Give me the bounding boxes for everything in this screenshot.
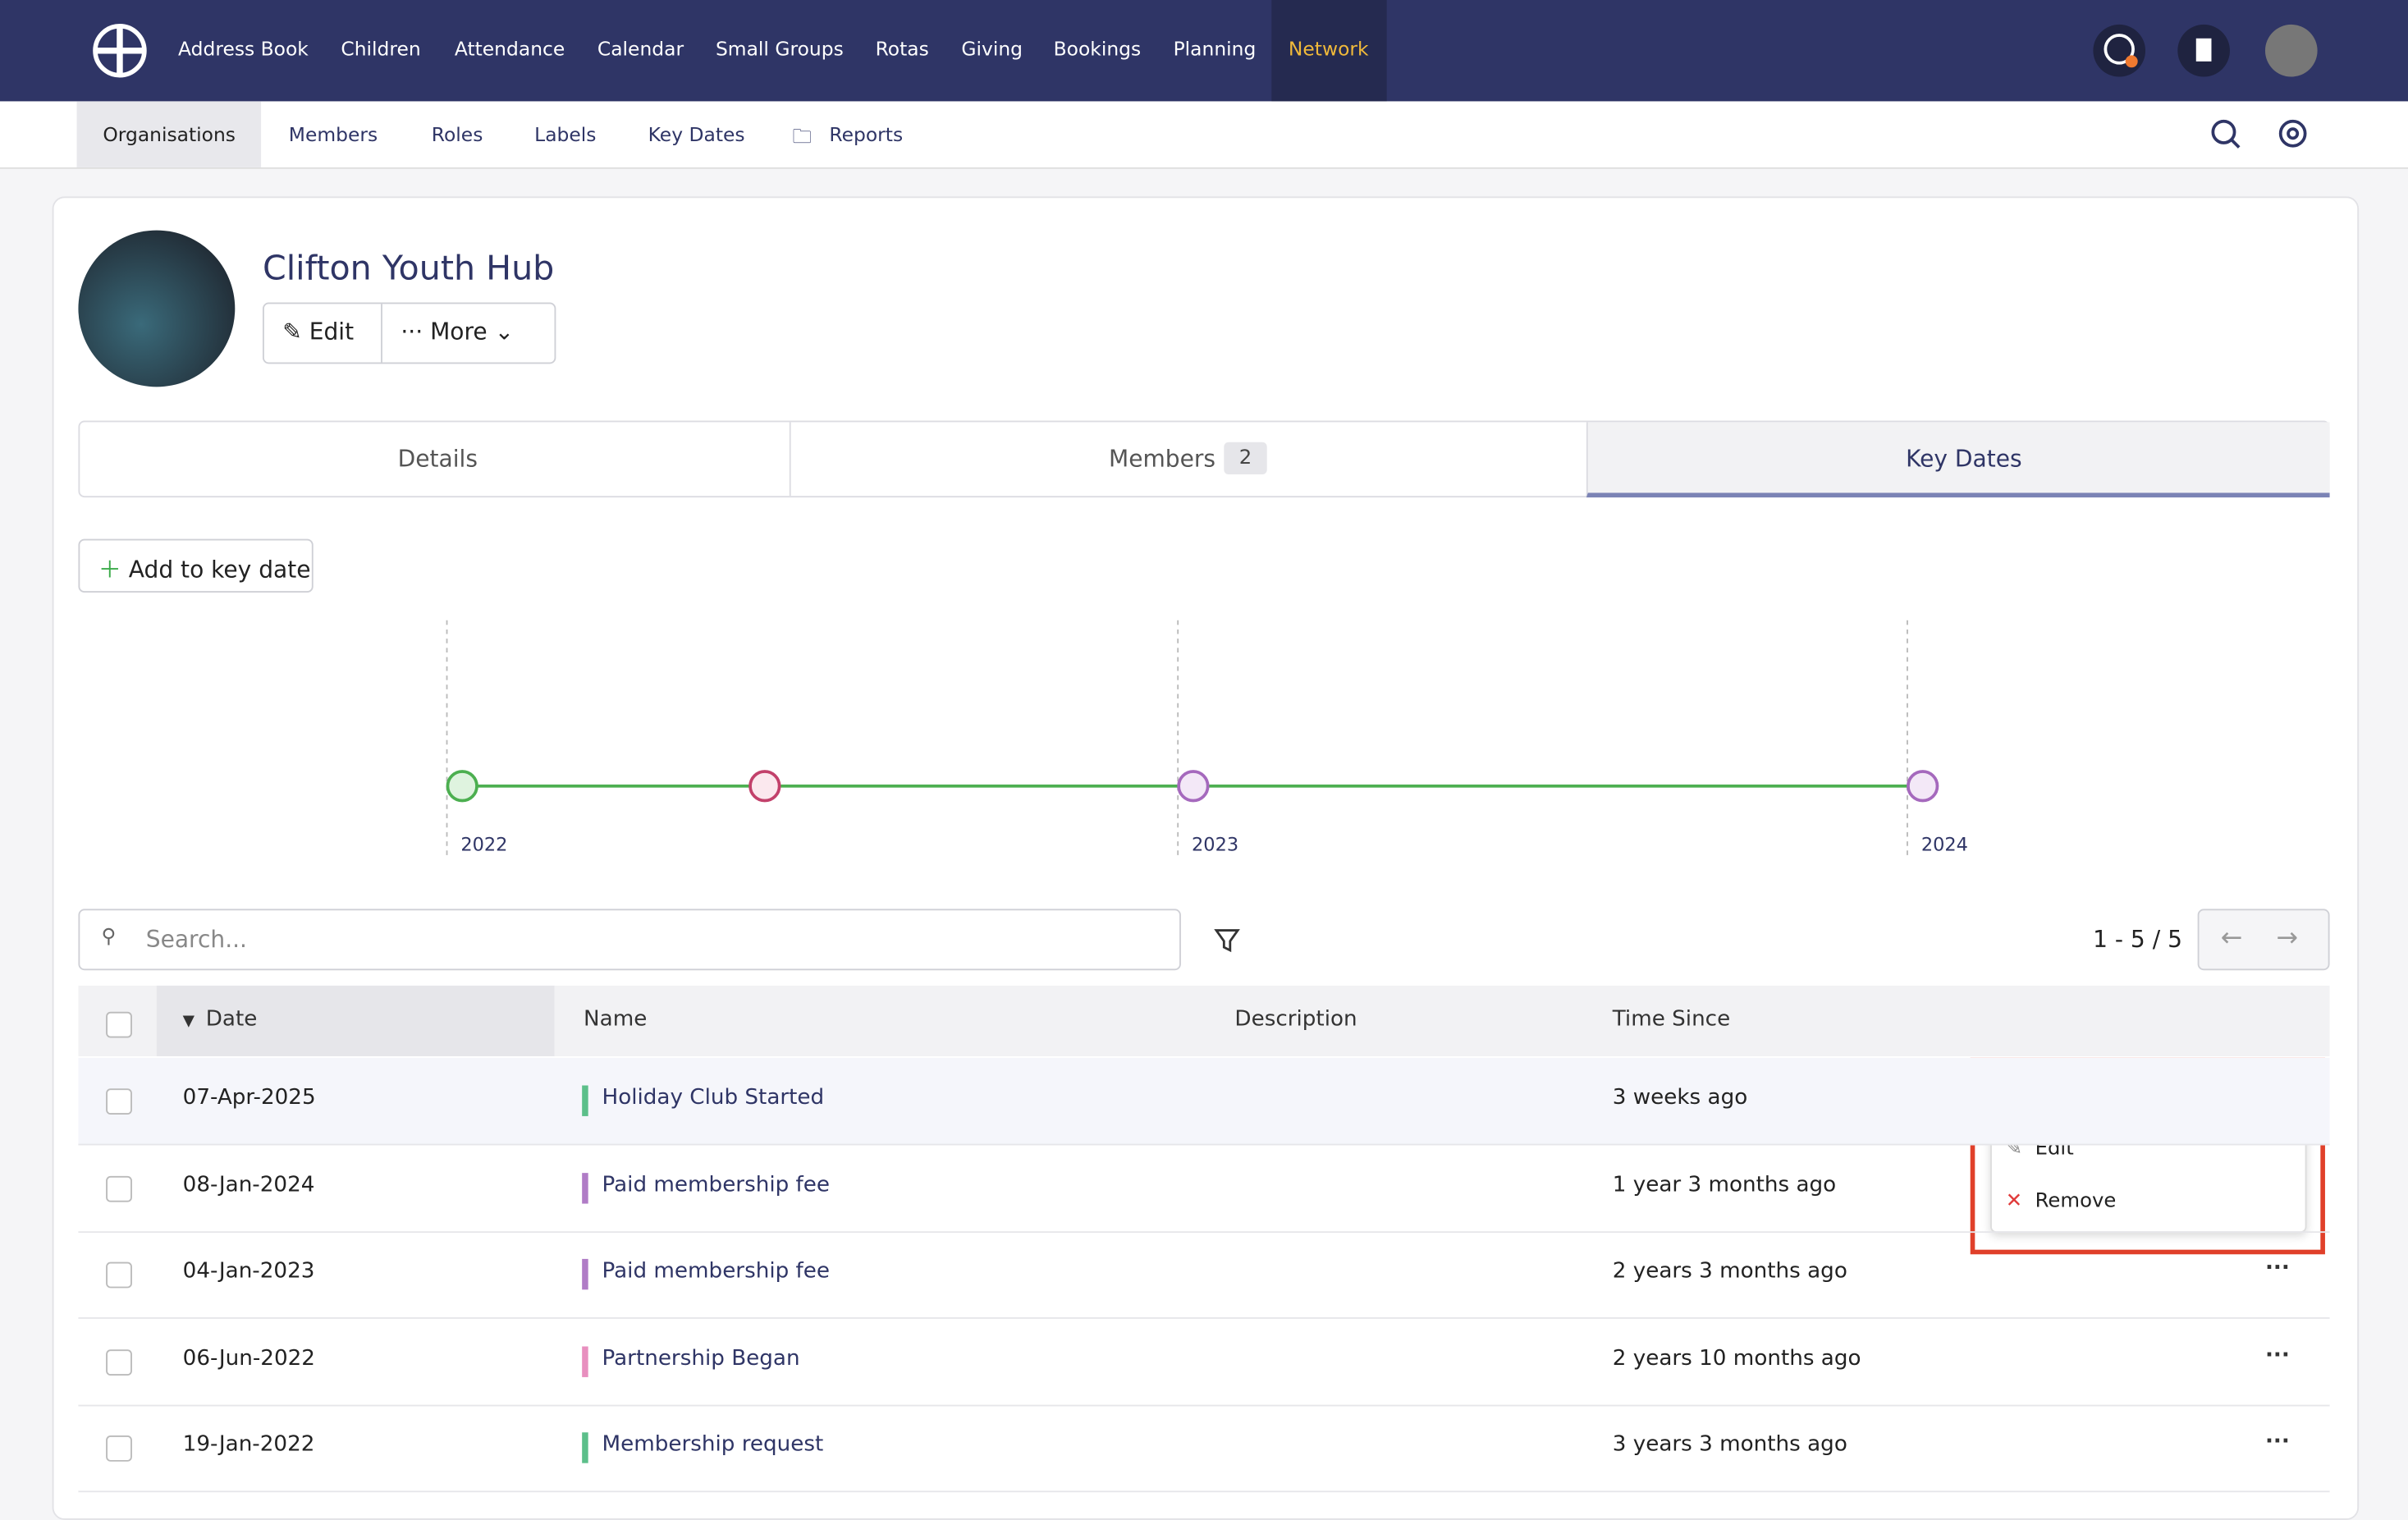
nav-item[interactable]: Attendance bbox=[454, 36, 565, 60]
subnav-item[interactable]: Organisations bbox=[103, 122, 236, 146]
search-box[interactable] bbox=[78, 909, 1181, 971]
more-label: More bbox=[430, 318, 488, 346]
nav-item[interactable]: Children bbox=[341, 36, 421, 60]
nav-item[interactable]: Calendar bbox=[597, 36, 684, 60]
date-cell: 06-Jun-2022 bbox=[182, 1346, 315, 1371]
subnav-item[interactable]: Reports bbox=[829, 122, 904, 146]
org-name: Clifton Youth Hub bbox=[262, 250, 555, 289]
nav-item[interactable]: Bookings bbox=[1053, 36, 1142, 60]
date-cell: 04-Jan-2023 bbox=[182, 1259, 315, 1284]
timeline-year: 2024 bbox=[1921, 834, 1968, 855]
label-color bbox=[582, 1172, 588, 1203]
more-button[interactable]: ··· More ⌄ bbox=[401, 318, 515, 346]
time-since-cell: 1 year 3 months ago bbox=[1612, 1172, 1837, 1197]
sorted-column-bg bbox=[156, 985, 555, 1056]
date-cell: 07-Apr-2025 bbox=[182, 1085, 316, 1110]
name-cell[interactable]: Membership request bbox=[602, 1433, 824, 1458]
card bbox=[52, 196, 2360, 1520]
timeline: 2022 2023 2024 bbox=[446, 620, 1968, 860]
subnav-item[interactable]: Labels bbox=[534, 122, 597, 146]
time-since-cell: 3 weeks ago bbox=[1612, 1085, 1748, 1110]
top-nav bbox=[0, 0, 2408, 102]
table-row bbox=[78, 1232, 2330, 1320]
column-header: Description bbox=[1234, 1007, 1357, 1032]
logo[interactable] bbox=[92, 23, 147, 78]
filter-icon[interactable] bbox=[1213, 926, 1241, 954]
date-cell: 08-Jan-2024 bbox=[182, 1172, 315, 1197]
name-cell[interactable]: Paid membership fee bbox=[602, 1259, 831, 1284]
add-label: Add to key date bbox=[128, 556, 311, 584]
timeline-year: 2023 bbox=[1192, 834, 1238, 855]
edit-button[interactable]: ✎ Edit bbox=[282, 318, 355, 346]
divider bbox=[789, 422, 791, 497]
active-subnav-bg bbox=[76, 101, 262, 167]
nav-icons[interactable] bbox=[2092, 23, 2337, 78]
nav-item[interactable]: Network bbox=[1288, 36, 1369, 60]
label-color bbox=[582, 1433, 588, 1464]
divider bbox=[381, 304, 382, 363]
subnav-item[interactable]: Roles bbox=[431, 122, 483, 146]
edit-label: Edit bbox=[309, 318, 355, 346]
members-badge: 2 bbox=[1224, 442, 1267, 475]
nav-item[interactable]: Address Book bbox=[178, 36, 309, 60]
pagination: 1 - 5 / 5 bbox=[2093, 925, 2182, 954]
nav-item[interactable]: Rotas bbox=[875, 36, 929, 60]
column-header: Time Since bbox=[1612, 1007, 1731, 1032]
time-since-cell: 2 years 10 months ago bbox=[1612, 1346, 1861, 1371]
sub-nav bbox=[0, 101, 2408, 169]
row-checkbox[interactable] bbox=[106, 1088, 132, 1115]
label-color bbox=[582, 1346, 588, 1377]
label-color bbox=[582, 1085, 588, 1116]
nav-item[interactable]: Small Groups bbox=[715, 36, 844, 60]
column-header[interactable]: Date bbox=[205, 1007, 258, 1032]
name-cell[interactable]: Holiday Club Started bbox=[602, 1085, 825, 1110]
name-cell[interactable]: Paid membership fee bbox=[602, 1172, 831, 1197]
label-color bbox=[582, 1259, 588, 1290]
time-since-cell: 2 years 3 months ago bbox=[1612, 1259, 1847, 1284]
row-actions[interactable]: ··· bbox=[2264, 1343, 2290, 1368]
button-group bbox=[262, 302, 556, 364]
tab-key-dates[interactable]: Key Dates bbox=[1906, 445, 2022, 474]
row-checkbox[interactable] bbox=[106, 1348, 132, 1376]
tab-members[interactable]: Members bbox=[1108, 445, 1216, 474]
tab-details[interactable]: Details bbox=[397, 445, 478, 474]
nav-item[interactable]: Giving bbox=[961, 36, 1023, 60]
row-actions[interactable]: ··· bbox=[2264, 1256, 2290, 1281]
table-row bbox=[78, 1318, 2330, 1407]
subnav-item[interactable]: Members bbox=[288, 122, 378, 146]
row-checkbox[interactable] bbox=[106, 1435, 132, 1463]
timeline-year: 2022 bbox=[460, 834, 507, 855]
date-cell: 19-Jan-2022 bbox=[182, 1433, 315, 1458]
table-row bbox=[78, 1405, 2330, 1493]
active-nav-bg bbox=[1271, 0, 1387, 102]
row-actions[interactable]: ··· bbox=[2264, 1430, 2290, 1455]
table-row bbox=[78, 1057, 2330, 1146]
row-checkbox[interactable] bbox=[106, 1261, 132, 1289]
column-header: Name bbox=[584, 1007, 648, 1032]
subnav-icons[interactable] bbox=[2209, 117, 2316, 150]
active-tab[interactable] bbox=[1586, 422, 2330, 498]
sort-arrow: ▼ bbox=[182, 1013, 195, 1031]
select-all-checkbox[interactable] bbox=[106, 1011, 132, 1038]
search-placeholder: Search... bbox=[145, 925, 247, 954]
pager-buttons[interactable]: ←→ bbox=[2197, 909, 2330, 971]
name-cell[interactable]: Partnership Began bbox=[602, 1346, 800, 1371]
row-checkbox[interactable] bbox=[106, 1175, 132, 1202]
menu-remove[interactable]: ✕ Remove bbox=[2005, 1189, 2117, 1213]
time-since-cell: 3 years 3 months ago bbox=[1612, 1433, 1847, 1458]
add-key-date-button[interactable]: ＋ Add to key date bbox=[78, 538, 314, 593]
nav-item[interactable]: Planning bbox=[1173, 36, 1257, 60]
search-icon: ⚲ bbox=[101, 925, 117, 950]
org-avatar bbox=[78, 230, 236, 387]
table-row bbox=[78, 1145, 2330, 1233]
subnav-item[interactable]: Key Dates bbox=[648, 122, 745, 146]
menu-label: Remove bbox=[2035, 1189, 2117, 1213]
folder-icon: 🗀 bbox=[792, 124, 812, 148]
